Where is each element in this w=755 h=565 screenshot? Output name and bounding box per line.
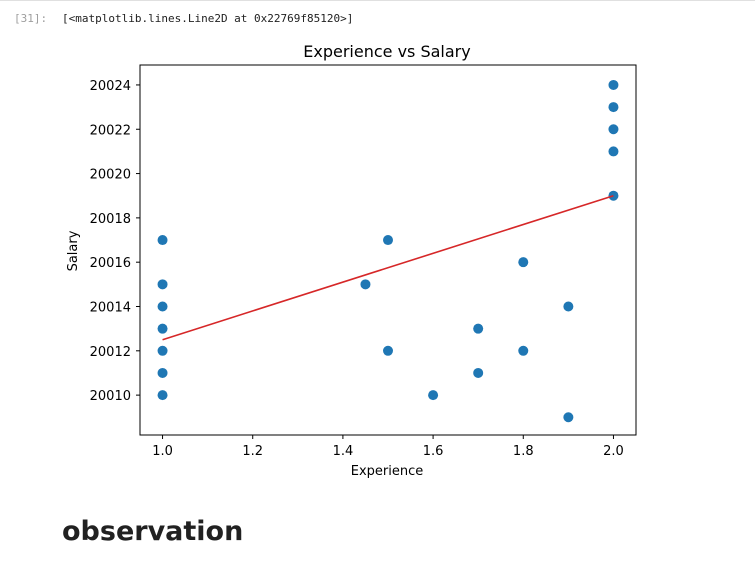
x-tick-label: 1.2 xyxy=(242,444,263,459)
x-tick-label: 1.0 xyxy=(152,444,173,459)
regression-line xyxy=(162,194,614,341)
data-point xyxy=(360,279,371,290)
scatter-chart: Experience vs Salary Experience Salary 1… xyxy=(66,42,637,479)
data-point xyxy=(608,79,619,90)
y-tick-label: 20010 xyxy=(90,389,131,404)
data-point xyxy=(157,301,168,312)
cell-output-text: [<matplotlib.lines.Line2D at 0x22769f851… xyxy=(62,12,354,25)
data-point xyxy=(157,279,168,290)
data-point xyxy=(473,323,484,334)
y-tick-label: 20016 xyxy=(90,256,131,271)
y-tick-label: 20020 xyxy=(90,168,131,183)
y-tick-label: 20024 xyxy=(90,79,131,94)
y-tick-label: 20012 xyxy=(90,345,131,360)
data-point xyxy=(383,235,393,246)
execution-count-prompt: [31]: xyxy=(14,12,48,25)
cell-output-row: [31]: [<matplotlib.lines.Line2D at 0x227… xyxy=(0,12,755,32)
data-point xyxy=(157,345,168,356)
data-point xyxy=(608,124,619,135)
data-point xyxy=(563,301,574,312)
x-tick-label: 1.8 xyxy=(513,444,534,459)
chart-title: Experience vs Salary xyxy=(303,42,470,61)
x-axis-label: Experience xyxy=(351,464,424,479)
cell-divider xyxy=(0,0,755,1)
data-point xyxy=(518,345,529,356)
data-point xyxy=(157,235,168,246)
data-point xyxy=(383,345,393,356)
y-axis-label: Salary xyxy=(66,230,81,271)
y-tick-label: 20014 xyxy=(90,300,131,315)
data-point xyxy=(157,323,168,334)
x-tick-label: 1.6 xyxy=(423,444,444,459)
axes-frame xyxy=(139,64,637,436)
data-point xyxy=(157,390,168,401)
y-tick-label: 20022 xyxy=(90,123,131,138)
data-point xyxy=(428,390,439,401)
axis-ticks: 1.0 1.2 1.4 1.6 1.8 2.0 20010 20012 20014 20016 20… xyxy=(90,79,624,459)
markdown-heading: observation xyxy=(62,516,244,547)
plot-area xyxy=(157,79,619,423)
data-point xyxy=(608,102,619,113)
data-point xyxy=(563,412,574,423)
data-point xyxy=(473,367,484,378)
x-tick-label: 1.4 xyxy=(333,444,354,459)
data-point xyxy=(518,257,529,268)
y-tick-label: 20018 xyxy=(90,212,131,227)
data-point xyxy=(157,367,168,378)
data-point xyxy=(608,146,619,157)
x-tick-label: 2.0 xyxy=(603,444,624,459)
